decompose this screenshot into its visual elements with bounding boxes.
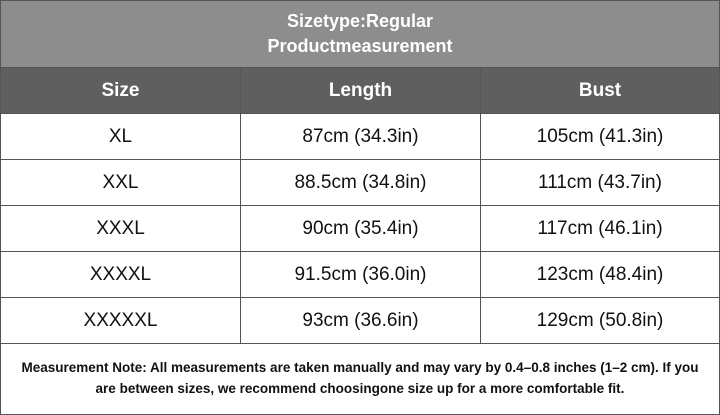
column-header: Length [241,68,481,113]
table-cell: 88.5cm (34.8in) [241,160,481,205]
table-row: XXXXXL 93cm (36.6in) 129cm (50.8in) [1,298,719,344]
table-row: XL 87cm (34.3in) 105cm (41.3in) [1,114,719,160]
table-cell: 105cm (41.3in) [536,125,664,147]
table-row: XXXXL 91.5cm (36.0in) 123cm (48.4in) [1,252,719,298]
table-cell: 111cm (43.7in) [538,171,662,193]
table-cell: 90cm (35.4in) [241,206,481,251]
table-cell: 87cm (34.3in) [241,114,481,159]
table-cell: 91.5cm (36.0in) [241,252,481,297]
table-cell: 123cm (48.4in) [536,263,664,285]
table-cell: 129cm (50.8in) [536,309,664,331]
table-cell: XXXL [1,206,241,251]
table-cell: XXXXL [1,252,241,297]
title-line: Sizetype:Regular [286,11,434,31]
column-header: Bust [578,79,622,101]
title-band: Sizetype:Regular Productmeasurement [1,1,719,68]
table-cell: XXL [1,160,241,205]
measurement-note: Measurement Note: All measurements are t… [21,360,699,396]
table: Size Length Bust XL 87cm (34.3in) 105cm (41.3… [1,68,719,344]
table-cell: 117cm (46.1in) [537,217,663,239]
table-cell: XXXXXL [1,298,241,343]
table-cell: 93cm (36.6in) [241,298,481,343]
table-row: XXL 88.5cm (34.8in) 111cm (43.7in) [1,160,719,206]
column-header: Size [1,68,241,113]
header-row: Size Length Bust [1,68,719,114]
title-line: Productmeasurement [267,36,453,56]
table-cell: XL [1,114,241,159]
table-row: XXXL 90cm (35.4in) 117cm (46.1in) [1,206,719,252]
